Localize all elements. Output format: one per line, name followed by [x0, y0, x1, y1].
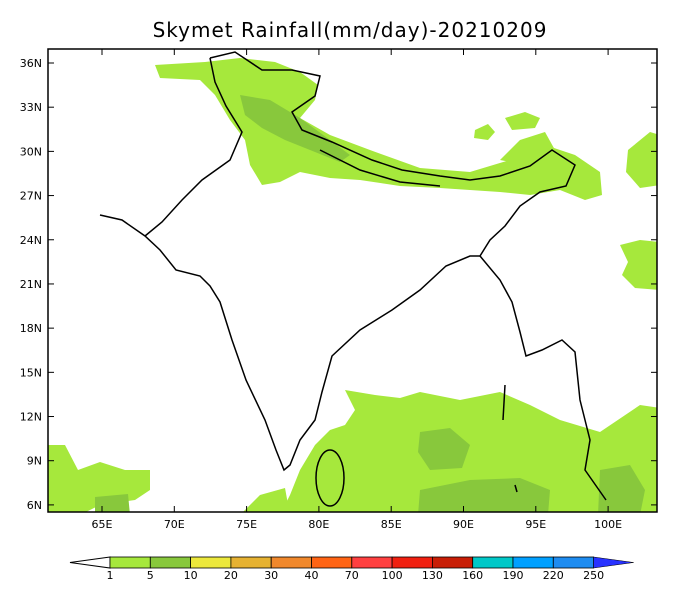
colorbar-swatch: [351, 556, 393, 569]
lat-tick-label: 6N: [27, 499, 42, 512]
colorbar-label: 250: [583, 569, 604, 582]
map-frame: [47, 48, 658, 513]
andaman-islands: [502, 384, 518, 493]
colorbar-label: 70: [345, 569, 359, 582]
colorbar-above-arrow: [593, 556, 634, 569]
lat-tick-label: 33N: [20, 101, 42, 114]
rain-area-east-2: [620, 240, 657, 290]
lon-tick-label: 100E: [594, 518, 622, 531]
map-title: Skymet Rainfall(mm/day)-20210209: [152, 18, 548, 42]
colorbar-label: 1: [107, 569, 114, 582]
lat-tick-label: 24N: [20, 234, 42, 247]
colorbar-swatch: [230, 556, 272, 569]
myanmar-coast: [479, 255, 607, 501]
sri-lanka: [315, 449, 345, 507]
rain-area-ne-strip: [500, 132, 555, 165]
rain-area-south: [281, 390, 657, 512]
colorbar-swatch: [391, 556, 433, 569]
lat-tick-label: 15N: [20, 366, 42, 379]
axes: 65E 70E 75E 80E 85E 90E 95E 100E 36N 33N 30N 27N 24N…: [20, 49, 657, 531]
lon-tick-label: 75E: [236, 518, 257, 531]
lon-tick-label: 70E: [164, 518, 185, 531]
lon-tick-label: 95E: [525, 518, 546, 531]
nepal-border: [319, 149, 441, 187]
rain-area-east-1: [626, 132, 657, 188]
boundaries: [99, 51, 607, 507]
colorbar-label: 20: [224, 569, 238, 582]
rain-area-dark-2: [418, 478, 550, 512]
lat-tick-label: 27N: [20, 190, 42, 203]
rain-area-dark-4: [95, 494, 130, 512]
rain-area-dark-1: [418, 428, 470, 470]
lat-tick-label: 9N: [27, 455, 42, 468]
colorbar-swatch: [149, 556, 192, 569]
colorbar-swatch: [190, 556, 232, 569]
colorbar-label: 130: [422, 569, 443, 582]
colorbar-label: 10: [184, 569, 198, 582]
pakistan-border: [144, 57, 243, 237]
colorbar-swatch: [109, 556, 151, 569]
colorbar-label: 40: [305, 569, 319, 582]
lon-tick-label: 85E: [381, 518, 402, 531]
colorbar-label: 30: [264, 569, 278, 582]
rain-area-north: [155, 58, 602, 200]
lat-tick-label: 18N: [20, 322, 42, 335]
lon-tick-label: 80E: [308, 518, 329, 531]
rain-area-north-dark: [240, 95, 350, 162]
lon-tick-label: 65E: [92, 518, 113, 531]
rain-area-south-west-2: [243, 488, 290, 512]
rain-area-ne-small-1: [474, 124, 495, 140]
lat-tick-label: 12N: [20, 411, 42, 424]
colorbar-swatch: [552, 556, 594, 569]
lon-tick-label: 90E: [453, 518, 474, 531]
colorbar-swatch: [270, 556, 312, 569]
rain-area-dark-3: [598, 465, 645, 512]
colorbar-label: 5: [147, 569, 154, 582]
lat-tick-label: 36N: [20, 57, 42, 70]
colorbar: 1 5 10 20 30 40 70 100 130 160 190 220 250: [69, 556, 634, 582]
india-outline: [99, 51, 576, 472]
colorbar-swatch: [512, 556, 554, 569]
colorbar-label: 190: [503, 569, 524, 582]
rain-area-ne-small-2: [505, 112, 540, 130]
colorbar-label: 100: [382, 569, 403, 582]
colorbar-swatch: [311, 556, 353, 569]
colorbar-swatch: [431, 556, 474, 569]
colorbar-swatch: [472, 556, 514, 569]
colorbar-label: 160: [462, 569, 483, 582]
rainfall-fill: [48, 58, 657, 512]
colorbar-label: 220: [543, 569, 564, 582]
lat-tick-label: 30N: [20, 145, 42, 158]
colorbar-below-arrow: [69, 556, 111, 569]
lat-tick-label: 21N: [20, 278, 42, 291]
